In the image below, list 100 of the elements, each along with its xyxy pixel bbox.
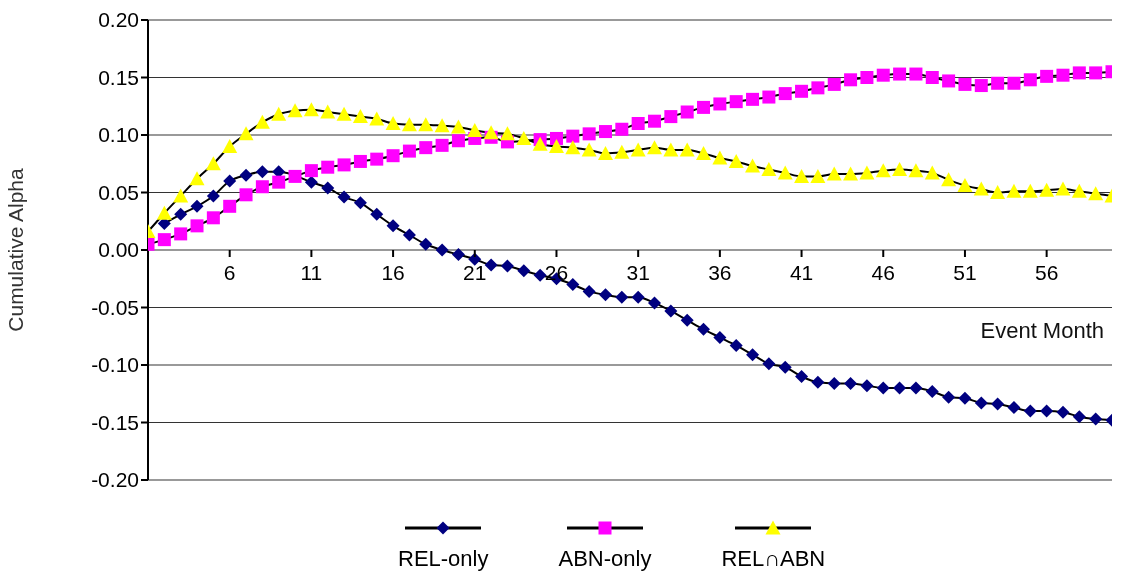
legend-label: REL-only bbox=[398, 546, 489, 572]
point bbox=[777, 165, 793, 180]
point bbox=[190, 219, 204, 233]
point bbox=[369, 111, 385, 126]
point bbox=[353, 154, 367, 168]
point bbox=[1089, 412, 1103, 426]
point bbox=[401, 117, 417, 132]
point bbox=[254, 114, 270, 129]
x-tick-label: 46 bbox=[871, 261, 895, 284]
point bbox=[909, 381, 923, 395]
point bbox=[924, 165, 940, 180]
point bbox=[206, 189, 220, 203]
point bbox=[729, 95, 743, 109]
point bbox=[451, 248, 465, 262]
point bbox=[434, 118, 450, 133]
point bbox=[958, 77, 972, 91]
point bbox=[795, 84, 809, 98]
point bbox=[499, 126, 515, 141]
point bbox=[876, 381, 890, 395]
point bbox=[746, 348, 760, 362]
point bbox=[1040, 404, 1054, 418]
point bbox=[255, 165, 269, 179]
point bbox=[402, 144, 416, 158]
point bbox=[1007, 76, 1021, 90]
point bbox=[925, 384, 939, 398]
point bbox=[1088, 186, 1104, 201]
point bbox=[664, 110, 678, 124]
point bbox=[435, 138, 449, 152]
point bbox=[1089, 66, 1103, 80]
point bbox=[728, 153, 744, 168]
point bbox=[1055, 181, 1071, 196]
point bbox=[762, 357, 776, 371]
point bbox=[272, 175, 286, 189]
point bbox=[974, 396, 988, 410]
point bbox=[810, 168, 826, 183]
point bbox=[697, 322, 711, 336]
y-axis-title: Cumulative Alpha bbox=[4, 167, 28, 332]
point bbox=[663, 142, 679, 157]
point bbox=[794, 168, 810, 183]
point bbox=[173, 188, 189, 203]
point bbox=[647, 140, 663, 155]
point bbox=[827, 77, 841, 91]
point bbox=[958, 391, 972, 405]
x-tick-label: 16 bbox=[381, 261, 405, 284]
point bbox=[336, 106, 352, 121]
point bbox=[1022, 183, 1038, 198]
point bbox=[581, 142, 597, 157]
x-tick-label: 11 bbox=[300, 261, 323, 284]
point bbox=[1071, 183, 1087, 198]
point bbox=[908, 163, 924, 178]
point bbox=[516, 130, 532, 145]
point bbox=[320, 104, 336, 119]
point bbox=[648, 296, 662, 310]
point bbox=[419, 237, 433, 251]
point bbox=[827, 376, 841, 390]
point bbox=[304, 164, 318, 178]
point bbox=[697, 100, 711, 114]
point bbox=[174, 207, 188, 221]
y-tick-label: -0.15 bbox=[91, 410, 139, 434]
point bbox=[598, 125, 612, 139]
point bbox=[1072, 410, 1086, 424]
point bbox=[860, 71, 874, 84]
point bbox=[451, 134, 465, 148]
point bbox=[321, 160, 335, 174]
point bbox=[1056, 68, 1070, 82]
point bbox=[598, 288, 612, 302]
point bbox=[566, 129, 580, 143]
point bbox=[189, 171, 205, 186]
point bbox=[321, 181, 335, 195]
point bbox=[238, 126, 254, 141]
point bbox=[223, 199, 237, 213]
point bbox=[680, 313, 694, 327]
point bbox=[222, 139, 238, 153]
point bbox=[337, 190, 351, 204]
point bbox=[893, 381, 907, 395]
point bbox=[205, 156, 221, 171]
point bbox=[875, 163, 891, 178]
point bbox=[876, 68, 890, 82]
point bbox=[1006, 183, 1022, 198]
point bbox=[484, 258, 498, 272]
point bbox=[615, 290, 629, 304]
point bbox=[957, 178, 973, 193]
point bbox=[370, 152, 384, 166]
point bbox=[909, 67, 923, 81]
point bbox=[991, 397, 1005, 411]
point bbox=[941, 172, 957, 187]
point bbox=[532, 136, 548, 151]
point bbox=[811, 375, 825, 389]
point bbox=[680, 105, 694, 119]
y-tick-label: -0.05 bbox=[91, 295, 139, 319]
point bbox=[468, 252, 482, 266]
point bbox=[615, 122, 629, 136]
point bbox=[974, 79, 988, 93]
point bbox=[223, 174, 237, 188]
point bbox=[288, 169, 302, 183]
point bbox=[304, 175, 318, 189]
point bbox=[844, 376, 858, 390]
point bbox=[746, 92, 760, 106]
point bbox=[239, 188, 253, 202]
point bbox=[1072, 66, 1086, 80]
